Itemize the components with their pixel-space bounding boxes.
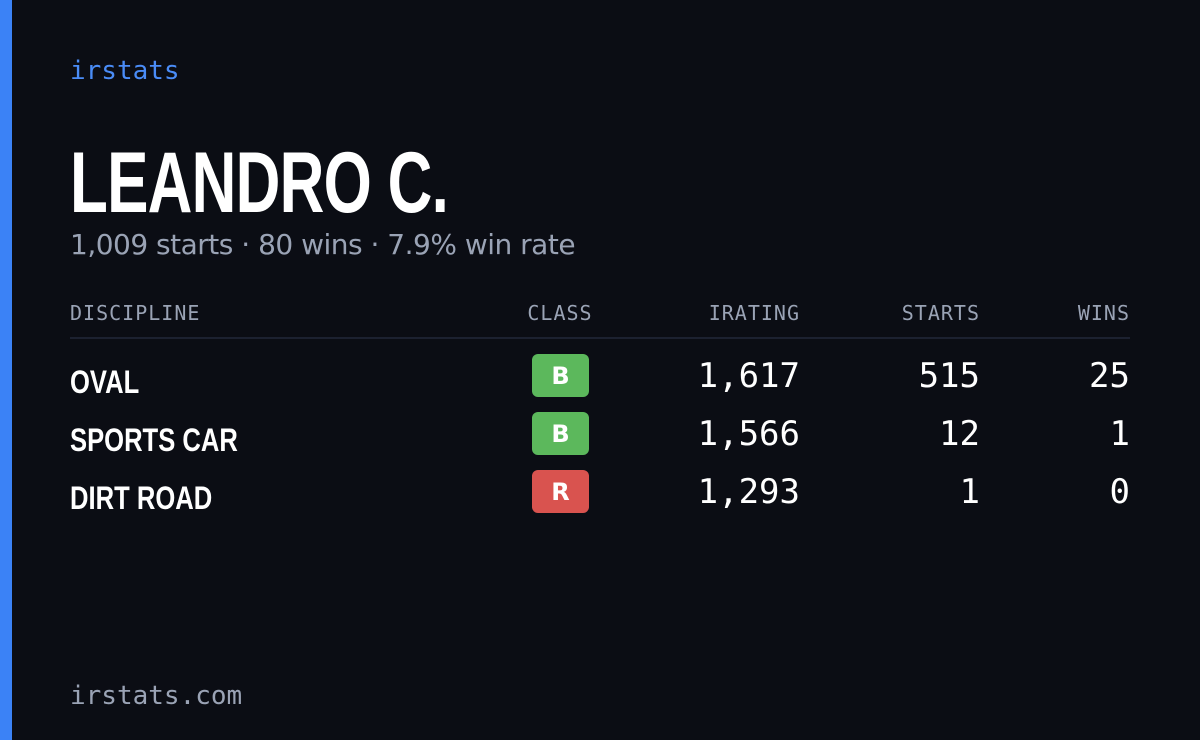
discipline: OVAL xyxy=(70,364,140,400)
summary: 1,009 starts · 80 wins · 7.9% win rate xyxy=(70,228,576,261)
irating: 1,617 xyxy=(697,356,800,396)
header-rule xyxy=(70,337,1130,339)
class-badge: B xyxy=(532,354,589,397)
class-badge: R xyxy=(532,470,589,513)
wins: 1 xyxy=(1109,414,1130,454)
starts: 515 xyxy=(918,356,980,396)
header-irating: IRATING xyxy=(708,301,800,325)
accent-stripe xyxy=(0,0,12,740)
class-badge: B xyxy=(532,412,589,455)
footer: irstats.com xyxy=(70,681,243,711)
header-discipline: DISCIPLINE xyxy=(70,301,201,325)
header-starts: STARTS xyxy=(901,301,980,325)
header-wins: WINS xyxy=(1077,301,1130,325)
driver-name: LEANDRO C. xyxy=(70,135,449,231)
irating: 1,293 xyxy=(697,472,800,512)
starts: 12 xyxy=(939,414,980,454)
starts: 1 xyxy=(959,472,980,512)
header-class: CLASS xyxy=(527,301,593,325)
discipline: SPORTS CAR xyxy=(70,422,238,458)
wins: 25 xyxy=(1089,356,1130,396)
discipline: DIRT ROAD xyxy=(70,480,213,516)
brand: irstats xyxy=(70,56,180,86)
irating: 1,566 xyxy=(697,414,800,454)
wins: 0 xyxy=(1109,472,1130,512)
